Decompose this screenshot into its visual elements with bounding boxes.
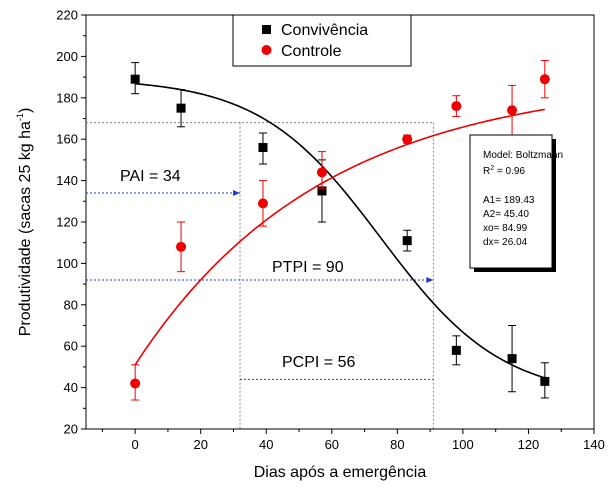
x-tick-label: 120 bbox=[518, 437, 540, 452]
model-a1: A1= 189.43 bbox=[483, 195, 535, 206]
data-point bbox=[176, 241, 187, 252]
legend-marker-controle bbox=[261, 45, 272, 55]
arrow-ptpi bbox=[426, 276, 434, 283]
data-point bbox=[540, 376, 550, 386]
y-axis-ticks: 20 40 60 80 100 120 140 160 180 200 220 bbox=[56, 8, 86, 437]
y-tick-label: 80 bbox=[64, 297, 78, 312]
series-layer bbox=[130, 60, 550, 401]
data-point bbox=[451, 101, 462, 112]
x-tick-label: 140 bbox=[583, 437, 605, 452]
y-tick-label: 20 bbox=[64, 422, 78, 437]
y-tick-label: 180 bbox=[56, 90, 78, 105]
legend-box bbox=[232, 14, 412, 67]
ptpi-label: PTPI = 90 bbox=[272, 259, 344, 276]
data-point bbox=[176, 103, 186, 113]
pcpi-label: PCPI = 56 bbox=[282, 354, 355, 371]
model-box bbox=[469, 134, 553, 269]
fit-curve-convivencia bbox=[135, 82, 546, 379]
x-tick-label: 100 bbox=[452, 437, 474, 452]
data-point bbox=[258, 142, 268, 152]
arrow-pai bbox=[233, 190, 241, 197]
data-point bbox=[130, 378, 141, 389]
y-axis-label: Produtividade (sacas 25 kg ha-1) bbox=[15, 108, 34, 337]
x-tick-label: 0 bbox=[132, 437, 139, 452]
model-name: Model: Boltzmann bbox=[483, 150, 563, 161]
data-point bbox=[130, 74, 140, 84]
data-point bbox=[539, 74, 550, 85]
reference-lines bbox=[86, 122, 434, 429]
legend-marker-convivencia bbox=[262, 25, 271, 34]
legend-label-convivencia: Convivência bbox=[281, 22, 368, 39]
y-tick-label: 40 bbox=[64, 380, 78, 395]
model-info-box: Model: Boltzmann R2 = 0.96 A1= 189.43 A2… bbox=[469, 134, 563, 272]
x-tick-label: 40 bbox=[259, 437, 273, 452]
legend: Convivência Controle bbox=[232, 14, 412, 67]
data-point bbox=[402, 236, 412, 246]
model-r2: R2 = 0.96 bbox=[483, 165, 525, 177]
model-dx: dx= 26.04 bbox=[483, 237, 528, 248]
legend-label-controle: Controle bbox=[281, 43, 342, 60]
y-tick-label: 160 bbox=[56, 132, 78, 147]
x-tick-label: 20 bbox=[193, 437, 207, 452]
y-tick-label: 220 bbox=[56, 8, 78, 23]
series-0 bbox=[130, 62, 550, 399]
model-a2: A2= 45.40 bbox=[483, 209, 529, 220]
series-1 bbox=[130, 60, 550, 401]
data-point bbox=[257, 198, 268, 209]
x-axis-ticks: 0 20 40 60 80 100 120 140 bbox=[101, 429, 605, 452]
data-point bbox=[402, 134, 413, 145]
data-point bbox=[317, 186, 327, 196]
y-tick-label: 140 bbox=[56, 173, 78, 188]
x-tick-label: 80 bbox=[390, 437, 404, 452]
y-tick-label: 200 bbox=[56, 49, 78, 64]
model-xo: xo= 84.99 bbox=[483, 223, 528, 234]
y-tick-label: 60 bbox=[64, 339, 78, 354]
y-tick-label: 120 bbox=[56, 215, 78, 230]
pai-label: PAI = 34 bbox=[120, 168, 181, 185]
data-point bbox=[507, 354, 517, 364]
data-point bbox=[316, 167, 327, 178]
x-axis-label: Dias após a emergência bbox=[254, 464, 427, 481]
y-tick-label: 100 bbox=[56, 256, 78, 271]
fit-curve-controle bbox=[134, 108, 545, 366]
data-point bbox=[507, 105, 518, 116]
x-tick-label: 60 bbox=[325, 437, 339, 452]
data-point bbox=[451, 345, 461, 355]
